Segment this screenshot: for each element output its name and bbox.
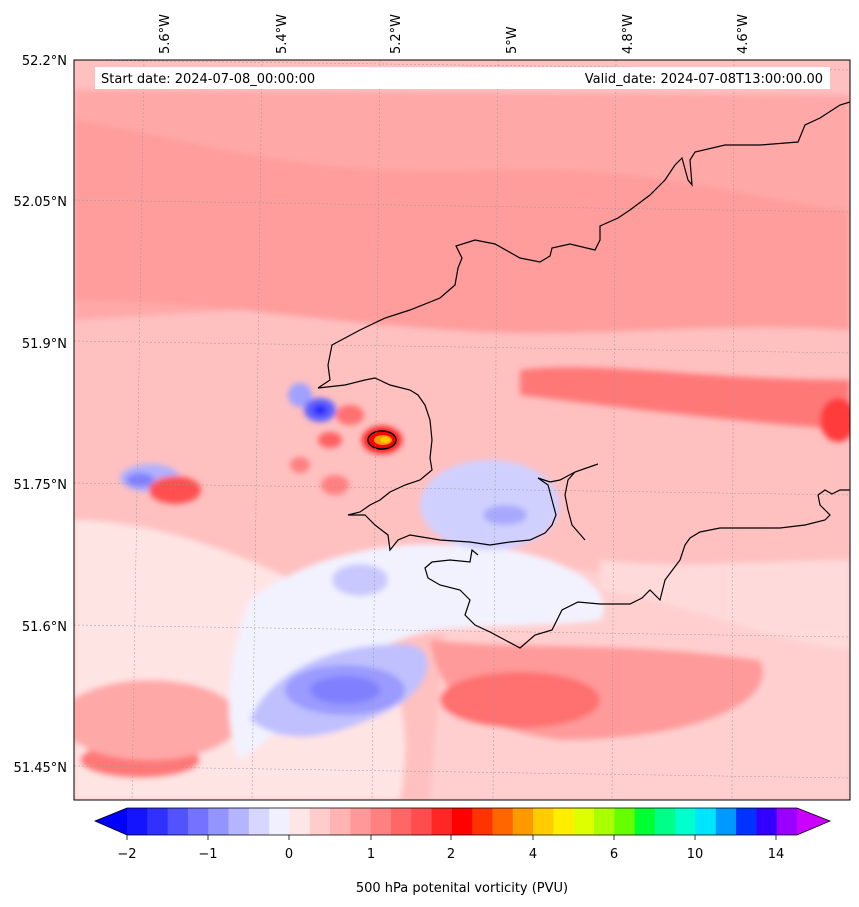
graticule (74, 60, 850, 800)
colorbar-tick-label-1: 1 (367, 847, 375, 862)
lat-label-51-75n: 51.75°N (14, 478, 67, 493)
colorbar-cell (736, 808, 757, 835)
colorbar-cell (309, 808, 331, 835)
colorbar-cell (269, 808, 291, 835)
colorbar-cell (431, 808, 453, 835)
colorbar-cell (289, 808, 311, 835)
colorbar-cell (512, 808, 534, 835)
colorbar-cell (187, 808, 209, 835)
valid-date-label: Valid_date: 2024-07-08T13:00:00.00 (585, 72, 823, 87)
colorbar-tick-label-0: 0 (285, 847, 293, 862)
lat-label-52-05n: 52.05°N (14, 195, 67, 210)
colorbar-cell (451, 808, 473, 835)
lat-label-51-45n: 51.45°N (14, 761, 67, 776)
lon-label-5-6w: 5.6°W (158, 14, 173, 54)
start-date-label: Start date: 2024-07-08_00:00:00 (101, 72, 315, 87)
lat-label-51-9n: 51.9°N (22, 337, 67, 352)
colorbar-cell (167, 808, 189, 835)
colorbar-cell (330, 808, 351, 835)
colorbar-cell (715, 808, 737, 835)
colorbar-cell (776, 808, 798, 835)
coastline (317, 101, 850, 649)
colorbar-cell (654, 808, 676, 835)
colorbar-cell (492, 808, 514, 835)
lon-label-5-2w: 5.2°W (389, 14, 404, 54)
pv-field (74, 60, 850, 800)
colorbar-tick-label-6: 6 (610, 847, 618, 862)
colorbar-cell (593, 808, 615, 835)
colorbar-tick-label-neg1: −1 (198, 847, 217, 862)
colorbar-cell (756, 808, 778, 835)
lon-label-4-6w: 4.6°W (736, 14, 751, 54)
colorbar-ticks (126, 835, 777, 840)
colorbar-cell (675, 808, 697, 835)
colorbar-cell (350, 808, 372, 835)
colorbar-tick-label-neg2: −2 (117, 847, 136, 862)
colorbar-tick-label-4: 4 (529, 847, 537, 862)
colorbar-cells (127, 808, 798, 835)
colorbar-cell (390, 808, 412, 835)
colorbar-cell (553, 808, 575, 835)
colorbar-cell (127, 808, 148, 835)
colorbar-under-triangle (95, 808, 127, 835)
colorbar-cell (634, 808, 656, 835)
colorbar-cell (533, 808, 554, 835)
lon-label-5w: 5°W (505, 26, 520, 54)
colorbar-cell (472, 808, 494, 835)
lon-label-4-8w: 4.8°W (621, 14, 636, 54)
colorbar-tick-label-14: 14 (768, 847, 785, 862)
lat-label-52-2n: 52.2°N (22, 54, 67, 69)
colorbar-cell (208, 808, 230, 835)
colorbar-tick-label-2: 2 (447, 847, 455, 862)
colorbar: −2 −1 0 1 2 4 6 10 14 500 hPa potenital … (93, 807, 832, 896)
colorbar-over-triangle (797, 808, 830, 835)
colorbar-cell (147, 808, 169, 835)
colorbar-cell (614, 808, 636, 835)
lon-label-5-4w: 5.4°W (275, 14, 290, 54)
date-banner (95, 67, 830, 89)
map-frame (73, 59, 851, 801)
colorbar-cell (573, 808, 595, 835)
lat-label-51-6n: 51.6°N (22, 620, 67, 635)
colorbar-title: 500 hPa potenital vorticity (PVU) (356, 881, 568, 896)
colorbar-cell (411, 808, 433, 835)
colorbar-cell (370, 808, 392, 835)
colorbar-cell (228, 808, 250, 835)
colorbar-cell (248, 808, 270, 835)
colorbar-tick-label-10: 10 (687, 847, 704, 862)
colorbar-cell (695, 808, 717, 835)
